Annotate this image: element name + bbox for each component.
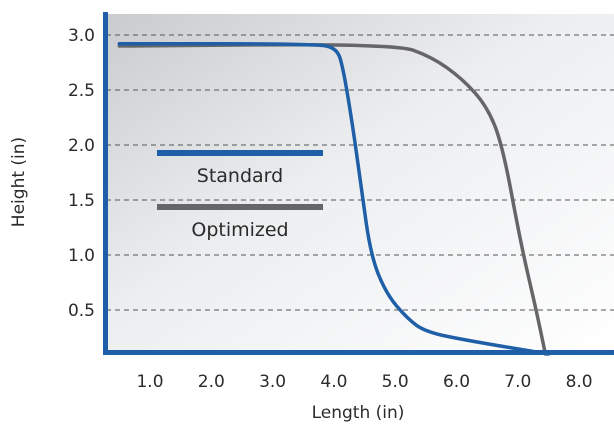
- y-axis-line: [103, 12, 108, 355]
- y-tick-label: 3.0: [68, 26, 95, 46]
- y-tick-label: 1.0: [68, 246, 95, 266]
- x-tick-label: 8.0: [566, 372, 593, 392]
- x-tick-label: 5.0: [382, 372, 409, 392]
- legend-swatch-standard: [157, 150, 323, 156]
- y-tick-label: 2.0: [68, 136, 95, 156]
- x-tick-label: 3.0: [259, 372, 286, 392]
- y-tick-label: 2.5: [68, 81, 95, 101]
- legend-label-optimized: Optimized: [191, 219, 288, 241]
- x-tick-label: 7.0: [504, 372, 531, 392]
- x-tick-label: 6.0: [443, 372, 470, 392]
- legend-label-standard: Standard: [197, 165, 283, 187]
- x-tick-label: 2.0: [198, 372, 225, 392]
- x-tick-label: 1.0: [136, 372, 163, 392]
- series-line-standard: [117, 42, 551, 356]
- y-axis-title: Height (in): [9, 137, 29, 227]
- x-axis-title: Length (in): [312, 403, 405, 423]
- y-tick-label: 0.5: [68, 301, 95, 321]
- x-tick-label: 4.0: [320, 372, 347, 392]
- legend-swatch-optimized: [157, 204, 323, 210]
- y-tick-label: 1.5: [68, 191, 95, 211]
- x-axis-line: [103, 350, 614, 355]
